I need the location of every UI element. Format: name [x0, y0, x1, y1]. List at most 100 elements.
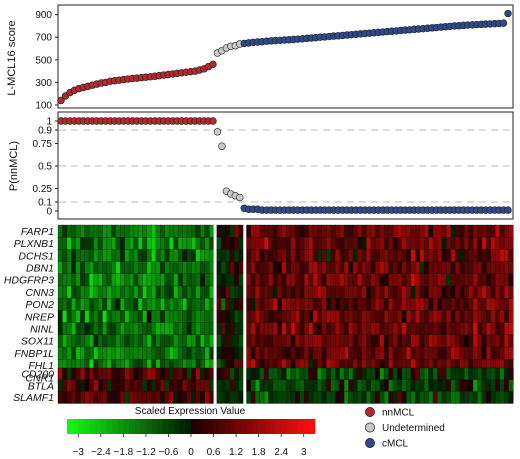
heatmap-cell [437, 261, 443, 275]
colorbar-segment [185, 419, 192, 434]
heatmap-cell [155, 346, 161, 360]
heatmap-cell [277, 273, 283, 287]
heatmap-cell [75, 346, 81, 360]
heatmap-cell [481, 310, 487, 324]
colorbar-segment [236, 419, 243, 434]
heatmap-cell [168, 379, 175, 392]
heatmap-cell [182, 298, 188, 311]
heatmap-cell [468, 249, 474, 263]
heatmap-cell [432, 298, 438, 311]
heatmap-cell [277, 346, 283, 360]
heatmap-cell [330, 322, 336, 336]
heatmap-cell [379, 261, 385, 275]
heatmap-cell [343, 273, 350, 287]
heatmap-cell [503, 391, 510, 404]
heatmap-cell [392, 346, 398, 360]
heatmap-cell [388, 273, 394, 287]
heatmap-cell [317, 310, 323, 324]
heatmap-cell [410, 379, 416, 392]
heatmap-cell [432, 379, 438, 392]
colorbar-segment [168, 419, 175, 434]
heatmap-cell [463, 298, 470, 311]
heatmap-cell [164, 367, 170, 381]
heatmap-cell [388, 249, 394, 263]
heatmap-cell [102, 237, 108, 250]
heatmap-cell [326, 298, 332, 311]
heatmap-cell [477, 261, 483, 275]
heatmap-cell [128, 310, 135, 324]
heatmap-cell [255, 298, 261, 311]
heatmap-cell [272, 346, 278, 360]
heatmap-cell [321, 237, 327, 250]
heatmap-cell [477, 334, 483, 348]
heatmap-cell [238, 379, 244, 392]
heatmap-cell [339, 273, 345, 287]
heatmap-cell [124, 237, 130, 250]
heatmap-cell [357, 391, 363, 404]
heatmap-cell [146, 346, 152, 360]
heatmap-cell [495, 346, 501, 360]
heatmap-cell [428, 391, 434, 404]
colorbar-segment [298, 419, 305, 434]
heatmap-cell [463, 273, 470, 287]
heatmap-cell [142, 322, 148, 336]
heatmap-cell [66, 346, 72, 360]
heatmap-cell [255, 334, 261, 348]
heatmap-cell [495, 379, 501, 392]
heatmap-cell [321, 379, 327, 392]
heatmap-cell [477, 310, 483, 324]
heatmap-cell [437, 322, 443, 336]
heatmap-cell [272, 322, 278, 336]
heatmap-cell [321, 224, 327, 238]
heatmap-cell [375, 322, 381, 336]
heatmap-cell [508, 379, 514, 392]
heatmap-cell [343, 334, 350, 348]
heatmap-cell [308, 224, 314, 238]
heatmap-cell [503, 285, 510, 299]
heatmap-cell [477, 367, 483, 381]
heatmap-cell [357, 367, 363, 381]
heatmap-cell [326, 391, 332, 404]
heatmap-cell [299, 391, 305, 404]
heatmap-cell [383, 237, 390, 250]
heatmap-cell [379, 273, 385, 287]
probability-tick-label: 0 [46, 207, 52, 218]
heatmap-cell [115, 273, 121, 287]
heatmap-cell [62, 322, 68, 336]
heatmap-cell [173, 237, 179, 250]
heatmap-cell [348, 367, 354, 381]
score-point-cmcl [504, 9, 512, 18]
heatmap-cell [397, 237, 403, 250]
heatmap-cell [446, 310, 452, 324]
heatmap-cell [437, 249, 443, 263]
heatmap-cell [308, 379, 314, 392]
heatmap-cell [234, 367, 240, 381]
heatmap-cell [57, 379, 63, 392]
heatmap-cell [437, 391, 443, 404]
heatmap-cell [272, 391, 278, 404]
heatmap-cell [366, 237, 372, 250]
heatmap-cell [255, 322, 261, 336]
heatmap-panel: FARP1PLXNB1DCHS1DBN1HDGFRP3CNN3PON2NREPN… [4, 224, 514, 428]
heatmap-cell [437, 237, 443, 250]
heatmap-cell [490, 367, 496, 381]
heatmap-cell [97, 273, 104, 287]
heatmap-cell [290, 249, 296, 263]
heatmap-cell [111, 237, 117, 250]
heatmap-cell [508, 298, 514, 311]
heatmap-cell [208, 310, 215, 324]
heatmap-cell [120, 298, 126, 311]
heatmap-cell [151, 391, 157, 404]
heatmap-cell [120, 346, 126, 360]
heatmap-cell [468, 346, 474, 360]
heatmap-cell [88, 334, 95, 348]
heatmap-cell [392, 391, 398, 404]
heatmap-cell [312, 285, 318, 299]
heatmap-cell [57, 237, 63, 250]
heatmap-cell [186, 249, 192, 263]
heatmap-cell [71, 334, 77, 348]
heatmap-cell [299, 310, 305, 324]
heatmap-cell [459, 298, 465, 311]
heatmap-cell [259, 261, 265, 275]
heatmap-cell [173, 334, 179, 348]
